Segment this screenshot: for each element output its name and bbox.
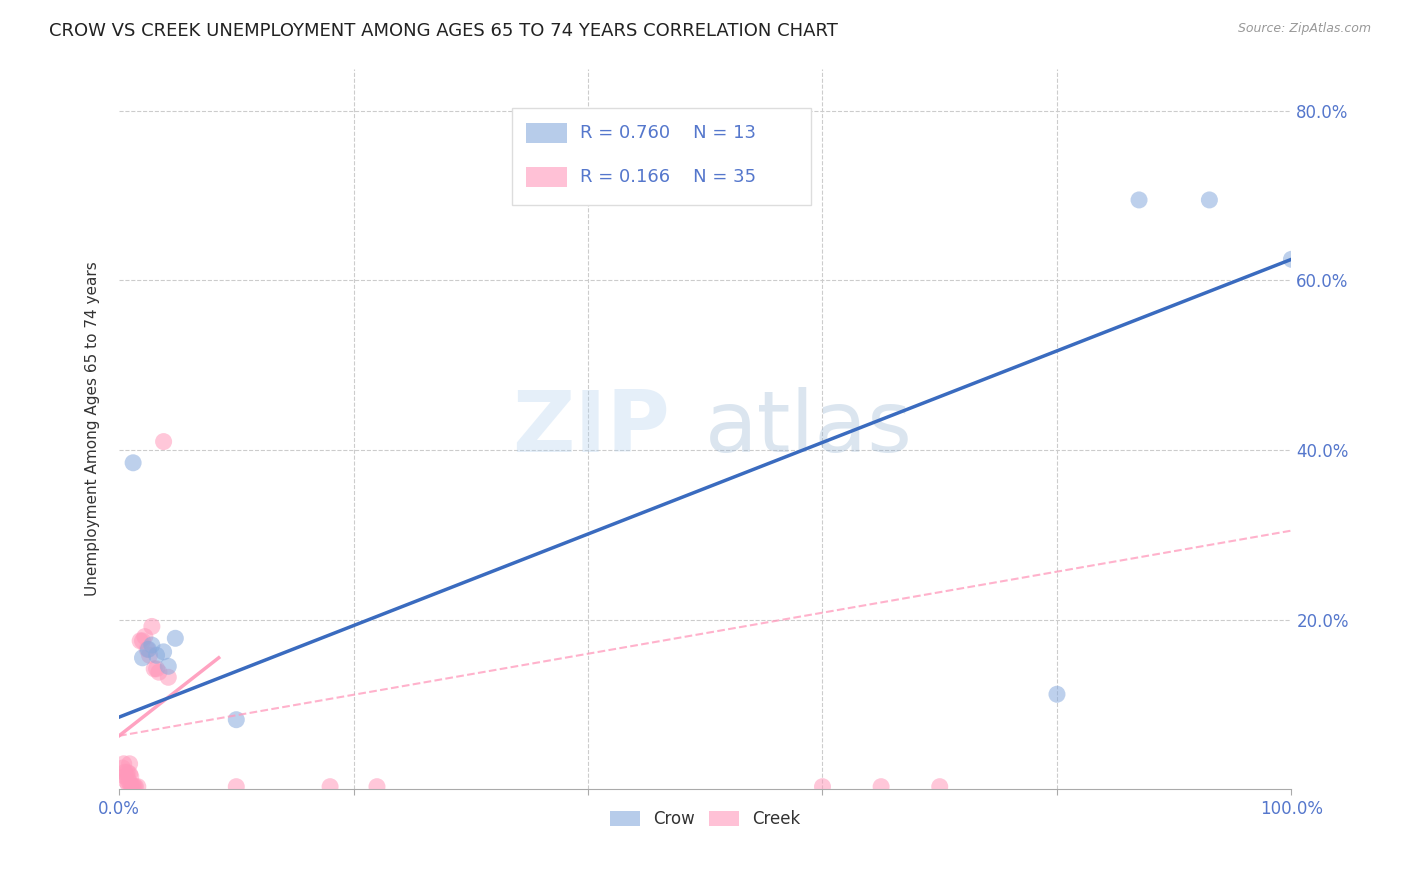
Point xyxy=(122,780,145,794)
Point xyxy=(134,630,156,644)
Point xyxy=(124,780,146,794)
Point xyxy=(117,778,139,792)
Point xyxy=(117,770,139,784)
Point xyxy=(225,713,247,727)
Point xyxy=(124,780,146,794)
Point xyxy=(157,670,180,684)
Point xyxy=(157,659,180,673)
Point xyxy=(129,633,152,648)
Bar xyxy=(526,167,567,186)
Point xyxy=(145,662,167,676)
Point xyxy=(131,650,153,665)
Point xyxy=(366,780,388,794)
Point xyxy=(111,761,134,775)
Point xyxy=(118,767,141,781)
Point xyxy=(114,765,136,780)
Point xyxy=(118,756,141,771)
Point xyxy=(141,638,163,652)
Point xyxy=(138,642,160,657)
Text: Source: ZipAtlas.com: Source: ZipAtlas.com xyxy=(1237,22,1371,36)
Point xyxy=(870,780,893,794)
Point xyxy=(145,648,167,663)
Bar xyxy=(526,123,567,144)
Point xyxy=(928,780,950,794)
Point xyxy=(152,645,174,659)
Point xyxy=(115,773,138,788)
Y-axis label: Unemployment Among Ages 65 to 74 years: Unemployment Among Ages 65 to 74 years xyxy=(86,261,100,596)
Point xyxy=(138,648,160,663)
Point xyxy=(1128,193,1150,207)
Text: R = 0.166    N = 35: R = 0.166 N = 35 xyxy=(579,168,756,186)
Text: ZIP: ZIP xyxy=(512,387,671,470)
Point xyxy=(120,770,142,784)
Point xyxy=(127,780,149,794)
Point xyxy=(1281,252,1303,267)
Point xyxy=(1046,687,1069,701)
Point xyxy=(148,665,170,680)
Point xyxy=(136,642,159,657)
Point xyxy=(811,780,834,794)
Point xyxy=(225,780,247,794)
Point xyxy=(1198,193,1220,207)
Point xyxy=(117,773,139,788)
Text: R = 0.760    N = 13: R = 0.760 N = 13 xyxy=(579,124,756,143)
Point xyxy=(165,632,187,646)
Point xyxy=(112,756,135,771)
Point xyxy=(131,633,153,648)
Point xyxy=(143,662,166,676)
Text: atlas: atlas xyxy=(706,387,914,470)
FancyBboxPatch shape xyxy=(512,108,811,205)
Point xyxy=(319,780,342,794)
Point xyxy=(152,434,174,449)
Point xyxy=(122,456,145,470)
Point xyxy=(114,770,136,784)
Point xyxy=(121,780,143,794)
Point xyxy=(120,780,142,794)
Point xyxy=(141,619,163,633)
Legend: Crow, Creek: Crow, Creek xyxy=(603,804,807,835)
Point xyxy=(117,765,139,780)
Text: CROW VS CREEK UNEMPLOYMENT AMONG AGES 65 TO 74 YEARS CORRELATION CHART: CROW VS CREEK UNEMPLOYMENT AMONG AGES 65… xyxy=(49,22,838,40)
